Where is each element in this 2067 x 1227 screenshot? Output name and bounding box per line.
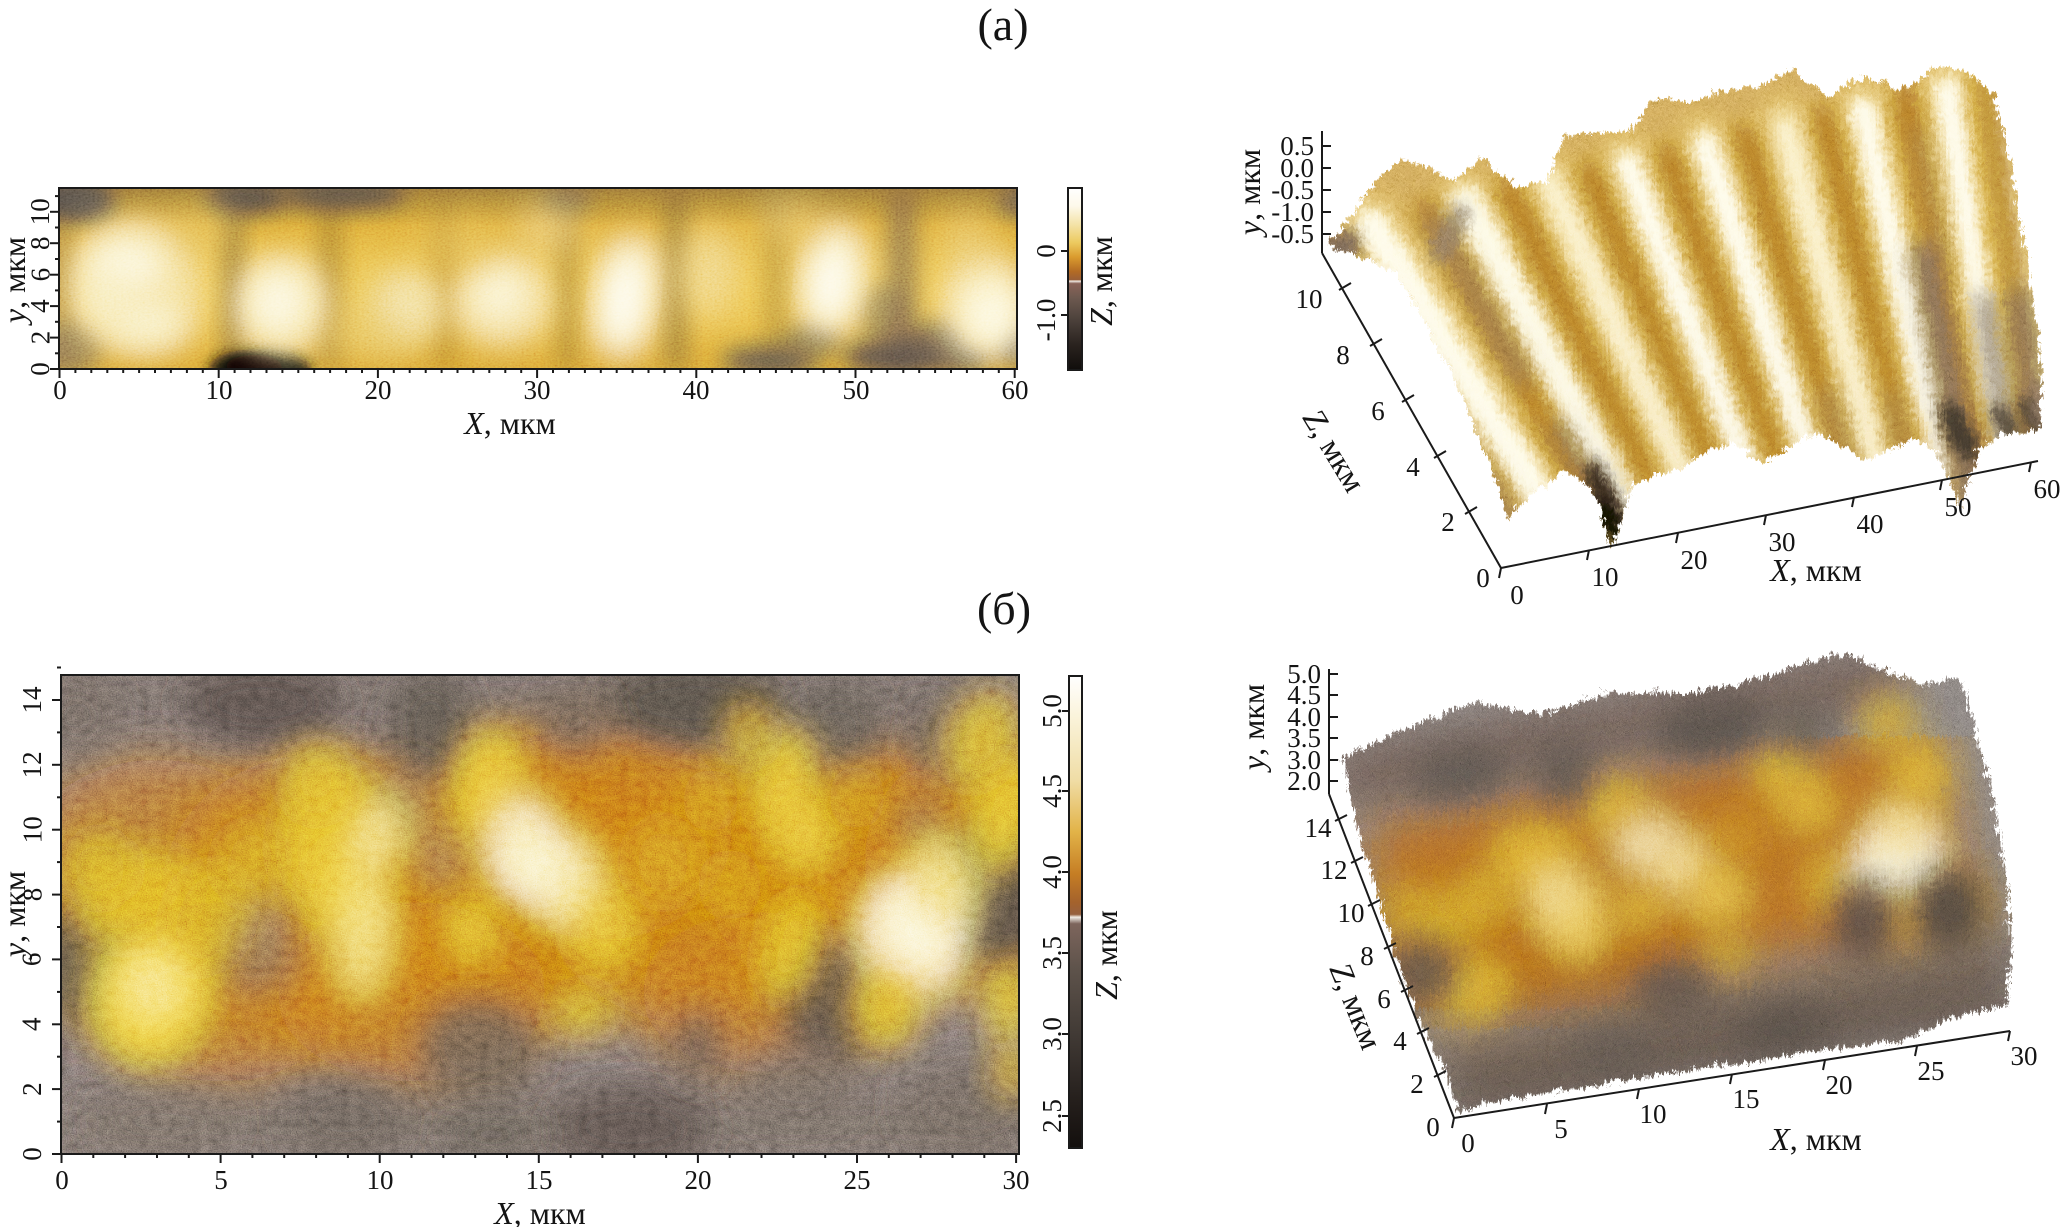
svg-text:50: 50 xyxy=(843,375,870,405)
svg-text:y, мкм: y, мкм xyxy=(0,871,32,960)
svg-text:10: 10 xyxy=(1338,898,1365,928)
svg-text:20: 20 xyxy=(1826,1070,1853,1100)
svg-text:4: 4 xyxy=(25,299,55,313)
svg-text:20: 20 xyxy=(685,1165,712,1195)
svg-text:0: 0 xyxy=(1426,1112,1440,1142)
svg-text:0.5: 0.5 xyxy=(1280,131,1314,161)
svg-text:4.0: 4.0 xyxy=(1287,702,1321,732)
svg-text:20: 20 xyxy=(365,375,392,405)
svg-text:0: 0 xyxy=(1476,563,1490,593)
svg-text:X, мкм: X, мкм xyxy=(462,405,556,441)
svg-text:25: 25 xyxy=(844,1165,871,1195)
svg-text:4: 4 xyxy=(1393,1026,1407,1056)
svg-text:3.5: 3.5 xyxy=(1037,936,1067,970)
svg-text:25: 25 xyxy=(1918,1056,1945,1086)
svg-text:0: 0 xyxy=(1510,580,1524,610)
svg-text:8: 8 xyxy=(1336,340,1350,370)
svg-text:10: 10 xyxy=(206,375,233,405)
svg-text:2: 2 xyxy=(1441,507,1455,537)
svg-text:-1.0: -1.0 xyxy=(1271,197,1314,227)
svg-text:50: 50 xyxy=(1945,492,1972,522)
svg-text:0: 0 xyxy=(53,375,67,405)
svg-text:30: 30 xyxy=(524,375,551,405)
svg-text:10: 10 xyxy=(25,198,55,225)
svg-text:4.0: 4.0 xyxy=(1037,855,1067,889)
svg-text:Z, мкм: Z, мкм xyxy=(1083,236,1119,326)
svg-text:14: 14 xyxy=(1305,813,1333,843)
svg-text:60: 60 xyxy=(2034,474,2061,504)
svg-text:10: 10 xyxy=(367,1165,394,1195)
svg-text:X, мкм: X, мкм xyxy=(1768,552,1862,588)
svg-text:6: 6 xyxy=(1377,984,1391,1014)
svg-text:0: 0 xyxy=(1461,1128,1475,1158)
svg-text:30: 30 xyxy=(2011,1041,2038,1071)
svg-text:4.5: 4.5 xyxy=(1287,680,1321,710)
svg-text:2: 2 xyxy=(17,1082,47,1096)
svg-text:30: 30 xyxy=(1769,527,1796,557)
svg-text:2: 2 xyxy=(1410,1069,1424,1099)
svg-text:-0.5: -0.5 xyxy=(1271,175,1314,205)
svg-text:12: 12 xyxy=(1321,855,1348,885)
svg-text:0: 0 xyxy=(25,362,55,376)
svg-text:2: 2 xyxy=(25,331,55,345)
svg-text:15: 15 xyxy=(1733,1084,1760,1114)
svg-text:14: 14 xyxy=(17,686,47,714)
svg-text:6: 6 xyxy=(17,953,47,967)
svg-text:0: 0 xyxy=(17,1147,47,1161)
svg-text:0: 0 xyxy=(55,1165,69,1195)
svg-text:15: 15 xyxy=(526,1165,553,1195)
svg-text:10: 10 xyxy=(1296,284,1323,314)
svg-text:40: 40 xyxy=(1857,509,1884,539)
svg-text:(а): (а) xyxy=(977,0,1028,50)
svg-text:10: 10 xyxy=(1640,1099,1667,1129)
svg-text:Z, мкм: Z, мкм xyxy=(1088,910,1124,1000)
svg-text:3.5: 3.5 xyxy=(1287,723,1321,753)
svg-text:6: 6 xyxy=(25,268,55,282)
svg-text:8: 8 xyxy=(17,888,47,902)
svg-text:2.5: 2.5 xyxy=(1037,1099,1067,1133)
svg-text:y, мкм: y, мкм xyxy=(0,237,32,326)
svg-text:10: 10 xyxy=(17,816,47,843)
svg-text:4: 4 xyxy=(17,1017,47,1031)
svg-text:5: 5 xyxy=(214,1165,228,1195)
svg-text:(б): (б) xyxy=(977,583,1031,634)
svg-text:4: 4 xyxy=(1406,452,1420,482)
svg-text:5: 5 xyxy=(1554,1114,1568,1144)
svg-text:X, мкм: X, мкм xyxy=(492,1195,586,1227)
svg-text:12: 12 xyxy=(17,751,47,778)
svg-text:X, мкм: X, мкм xyxy=(1768,1121,1862,1157)
svg-text:4.5: 4.5 xyxy=(1037,774,1067,808)
svg-text:6: 6 xyxy=(1371,396,1385,426)
svg-text:3.0: 3.0 xyxy=(1287,745,1321,775)
svg-text:5.0: 5.0 xyxy=(1287,659,1321,689)
svg-text:0: 0 xyxy=(1031,244,1061,258)
svg-text:8: 8 xyxy=(25,236,55,250)
svg-text:10: 10 xyxy=(1592,562,1619,592)
svg-text:y, мкм: y, мкм xyxy=(1235,684,1271,773)
svg-text:5.0: 5.0 xyxy=(1037,694,1067,728)
svg-text:40: 40 xyxy=(683,375,710,405)
svg-text:8: 8 xyxy=(1360,941,1374,971)
svg-text:30: 30 xyxy=(1003,1165,1030,1195)
svg-text:-1.0: -1.0 xyxy=(1031,299,1061,342)
svg-text:0.0: 0.0 xyxy=(1280,153,1314,183)
svg-text:20: 20 xyxy=(1681,545,1708,575)
svg-text:60: 60 xyxy=(1002,375,1029,405)
svg-text:2.0: 2.0 xyxy=(1287,766,1321,796)
svg-text:y, мкм: y, мкм xyxy=(1231,149,1267,238)
svg-text:-0.5: -0.5 xyxy=(1271,219,1314,249)
svg-text:3.0: 3.0 xyxy=(1037,1017,1067,1051)
